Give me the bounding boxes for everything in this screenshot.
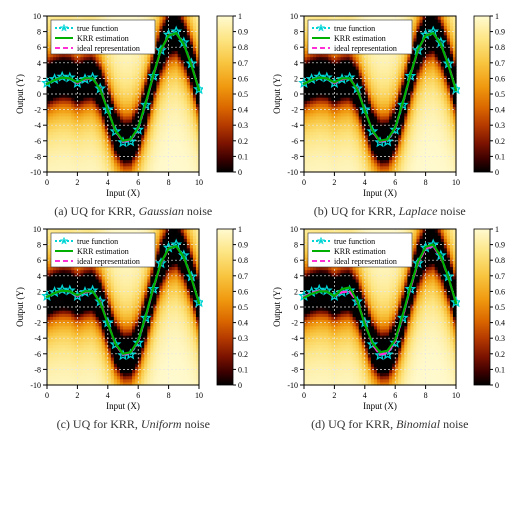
panel-b: 0246810-10-8-6-4-20246810Input (X)Output… [267, 10, 514, 219]
svg-text:0.3: 0.3 [238, 121, 248, 130]
caption-c-suffix: noise [182, 417, 210, 431]
svg-text:6: 6 [37, 43, 41, 52]
svg-text:0.2: 0.2 [238, 137, 248, 146]
svg-text:-2: -2 [35, 106, 42, 115]
svg-text:-8: -8 [35, 152, 42, 161]
caption-c-noise: Uniform [141, 417, 182, 431]
svg-text:0.7: 0.7 [238, 59, 248, 68]
caption-d-prefix: (d) UQ for KRR, [311, 417, 396, 431]
svg-text:0.6: 0.6 [238, 74, 248, 83]
caption-d: (d) UQ for KRR, Binomial noise [311, 417, 468, 432]
colorbar: 00.10.20.30.40.50.60.70.80.91 [470, 223, 510, 413]
caption-a-suffix: noise [184, 204, 212, 218]
plot-c: 0246810-10-8-6-4-20246810Input (X)Output… [13, 223, 203, 413]
colorbar: 0 0.1 0.2 0.3 0.4 0.5 0.6 0.7 0.8 0.9 1 [213, 10, 253, 200]
svg-text:10: 10 [195, 178, 203, 187]
svg-text:4: 4 [106, 178, 110, 187]
svg-text:ideal representation: ideal representation [77, 44, 140, 53]
plot-d: 0246810-10-8-6-4-20246810Input (X)Output… [270, 223, 460, 413]
plot-wrap-a: 0246810-10-8-6-4-20246810Input (X)Output… [13, 10, 253, 200]
figure-grid: 0246810-10-8-6-4-20246810Input (X)Output… [10, 10, 513, 432]
plot-wrap-d: 0246810-10-8-6-4-20246810Input (X)Output… [270, 223, 510, 413]
svg-text:-10: -10 [31, 168, 42, 177]
svg-text:Input (X): Input (X) [106, 188, 140, 198]
svg-text:0: 0 [37, 90, 41, 99]
caption-b-suffix: noise [437, 204, 465, 218]
panel-c: 0246810-10-8-6-4-20246810Input (X)Output… [10, 223, 257, 432]
svg-text:0: 0 [45, 178, 49, 187]
caption-a: (a) UQ for KRR, Gaussian noise [54, 204, 212, 219]
svg-text:0.1: 0.1 [238, 152, 248, 161]
caption-c-prefix: (c) UQ for KRR, [57, 417, 141, 431]
caption-a-prefix: (a) UQ for KRR, [54, 204, 138, 218]
panel-a: 0246810-10-8-6-4-20246810Input (X)Output… [10, 10, 257, 219]
svg-text:KRR estimation: KRR estimation [77, 34, 129, 43]
caption-b-noise: Laplace [399, 204, 438, 218]
svg-text:2: 2 [37, 74, 41, 83]
caption-a-noise: Gaussian [139, 204, 184, 218]
colorbar: 00.10.20.30.40.50.60.70.80.91 [470, 10, 510, 200]
svg-text:Output (Y): Output (Y) [15, 74, 25, 114]
svg-text:true function: true function [77, 24, 118, 33]
caption-d-suffix: noise [440, 417, 468, 431]
plot-wrap-c: 0246810-10-8-6-4-20246810Input (X)Output… [13, 223, 253, 413]
plot-b: 0246810-10-8-6-4-20246810Input (X)Output… [270, 10, 460, 200]
plot-a: 0 2 4 6 8 10 -10 -8 -6 -4 -2 0 2 4 6 8 10 Input (X) Output… [13, 10, 203, 200]
svg-text:0.8: 0.8 [238, 43, 248, 52]
svg-text:4: 4 [37, 59, 41, 68]
svg-text:2: 2 [76, 178, 80, 187]
svg-text:0.4: 0.4 [238, 106, 248, 115]
caption-b: (b) UQ for KRR, Laplace noise [314, 204, 466, 219]
caption-c: (c) UQ for KRR, Uniform noise [57, 417, 210, 432]
caption-d-noise: Binomial [396, 417, 440, 431]
panel-d: 0246810-10-8-6-4-20246810Input (X)Output… [267, 223, 514, 432]
svg-text:0: 0 [238, 168, 242, 177]
svg-text:6: 6 [136, 178, 140, 187]
colorbar: 00.10.20.30.40.50.60.70.80.91 [213, 223, 253, 413]
svg-text:1: 1 [238, 12, 242, 21]
caption-b-prefix: (b) UQ for KRR, [314, 204, 399, 218]
svg-text:0.5: 0.5 [238, 90, 248, 99]
svg-text:8: 8 [167, 178, 171, 187]
svg-text:0.9: 0.9 [238, 28, 248, 37]
svg-text:8: 8 [37, 28, 41, 37]
svg-text:-6: -6 [35, 137, 42, 146]
plot-wrap-b: 0246810-10-8-6-4-20246810Input (X)Output… [270, 10, 510, 200]
svg-text:10: 10 [33, 12, 41, 21]
svg-text:-4: -4 [35, 121, 42, 130]
